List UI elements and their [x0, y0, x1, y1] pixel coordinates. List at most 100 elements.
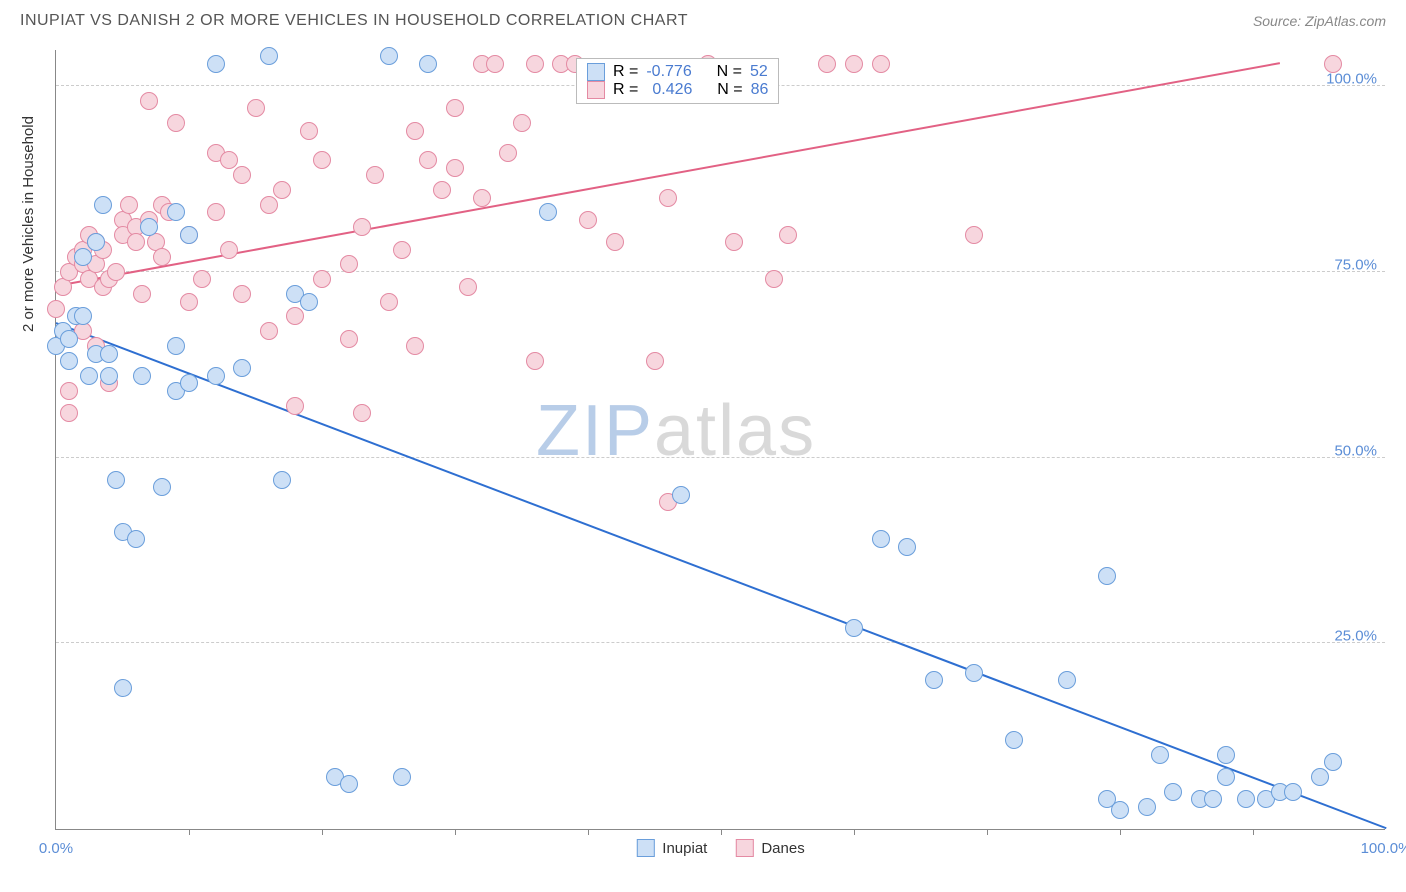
point-inupiat: [1217, 746, 1235, 764]
n-value-danes: 86: [751, 81, 769, 99]
y-axis-label: 2 or more Vehicles in Household: [20, 116, 37, 332]
point-inupiat: [60, 330, 78, 348]
point-inupiat: [1151, 746, 1169, 764]
point-danes: [765, 270, 783, 288]
chart-title: INUPIAT VS DANISH 2 OR MORE VEHICLES IN …: [20, 12, 688, 30]
point-danes: [872, 55, 890, 73]
point-danes: [207, 203, 225, 221]
point-inupiat: [273, 471, 291, 489]
point-danes: [286, 397, 304, 415]
point-inupiat: [845, 619, 863, 637]
point-danes: [433, 181, 451, 199]
x-tick: [721, 829, 722, 835]
point-danes: [406, 337, 424, 355]
point-danes: [353, 218, 371, 236]
gridline-h: [56, 457, 1385, 458]
chart-legend: Inupiat Danes: [636, 839, 804, 857]
point-danes: [486, 55, 504, 73]
point-inupiat: [60, 352, 78, 370]
point-inupiat: [1138, 798, 1156, 816]
point-inupiat: [965, 664, 983, 682]
point-danes: [340, 330, 358, 348]
point-danes: [193, 270, 211, 288]
regression-line-inupiat: [56, 322, 1387, 829]
point-danes: [366, 166, 384, 184]
point-inupiat: [925, 671, 943, 689]
point-inupiat: [100, 367, 118, 385]
point-inupiat: [672, 486, 690, 504]
r-value-inupiat: -0.776: [646, 63, 691, 81]
point-inupiat: [419, 55, 437, 73]
scatter-plot-area: ZIPatlas Inupiat Danes 25.0%50.0%75.0%10…: [55, 50, 1385, 830]
point-danes: [313, 151, 331, 169]
x-tick: [588, 829, 589, 835]
y-tick-label: 100.0%: [1326, 71, 1377, 88]
y-tick-label: 25.0%: [1334, 628, 1377, 645]
point-inupiat: [133, 367, 151, 385]
point-danes: [60, 404, 78, 422]
point-danes: [579, 211, 597, 229]
point-inupiat: [167, 203, 185, 221]
point-danes: [646, 352, 664, 370]
point-danes: [446, 159, 464, 177]
point-inupiat: [80, 367, 98, 385]
r-label: R =: [613, 63, 638, 81]
x-tick: [322, 829, 323, 835]
point-inupiat: [94, 196, 112, 214]
point-danes: [818, 55, 836, 73]
y-tick-label: 75.0%: [1334, 256, 1377, 273]
swatch-inupiat: [587, 63, 605, 81]
point-inupiat: [1237, 790, 1255, 808]
point-inupiat: [539, 203, 557, 221]
stats-row-danes: R = 0.426 N = 86: [587, 81, 768, 99]
point-danes: [513, 114, 531, 132]
r-value-danes: 0.426: [646, 81, 692, 99]
point-danes: [233, 285, 251, 303]
point-danes: [220, 241, 238, 259]
point-danes: [393, 241, 411, 259]
point-danes: [606, 233, 624, 251]
point-inupiat: [1164, 783, 1182, 801]
point-inupiat: [107, 471, 125, 489]
x-tick-label: 100.0%: [1361, 840, 1406, 857]
gridline-h: [56, 642, 1385, 643]
legend-item-inupiat: Inupiat: [636, 839, 707, 857]
legend-item-danes: Danes: [735, 839, 804, 857]
point-danes: [180, 293, 198, 311]
point-danes: [459, 278, 477, 296]
point-danes: [233, 166, 251, 184]
point-danes: [260, 322, 278, 340]
point-inupiat: [167, 337, 185, 355]
point-danes: [380, 293, 398, 311]
point-inupiat: [1311, 768, 1329, 786]
point-danes: [965, 226, 983, 244]
correlation-stats-box: R = -0.776 N = 52 R = 0.426 N = 86: [576, 58, 779, 104]
point-danes: [419, 151, 437, 169]
point-inupiat: [393, 768, 411, 786]
point-danes: [60, 382, 78, 400]
point-danes: [1324, 55, 1342, 73]
legend-swatch-inupiat: [636, 839, 654, 857]
point-danes: [499, 144, 517, 162]
point-inupiat: [207, 367, 225, 385]
point-danes: [659, 189, 677, 207]
x-tick: [455, 829, 456, 835]
point-inupiat: [140, 218, 158, 236]
point-inupiat: [898, 538, 916, 556]
point-inupiat: [74, 307, 92, 325]
x-tick: [1253, 829, 1254, 835]
point-danes: [260, 196, 278, 214]
point-danes: [120, 196, 138, 214]
x-tick: [987, 829, 988, 835]
point-danes: [473, 189, 491, 207]
legend-label-danes: Danes: [761, 840, 804, 857]
point-inupiat: [233, 359, 251, 377]
watermark-zip: ZIP: [536, 391, 654, 471]
x-tick-label: 0.0%: [39, 840, 73, 857]
point-inupiat: [1058, 671, 1076, 689]
source-name: ZipAtlas.com: [1305, 13, 1386, 29]
chart-header: INUPIAT VS DANISH 2 OR MORE VEHICLES IN …: [0, 0, 1406, 42]
point-danes: [353, 404, 371, 422]
point-danes: [167, 114, 185, 132]
point-inupiat: [114, 679, 132, 697]
